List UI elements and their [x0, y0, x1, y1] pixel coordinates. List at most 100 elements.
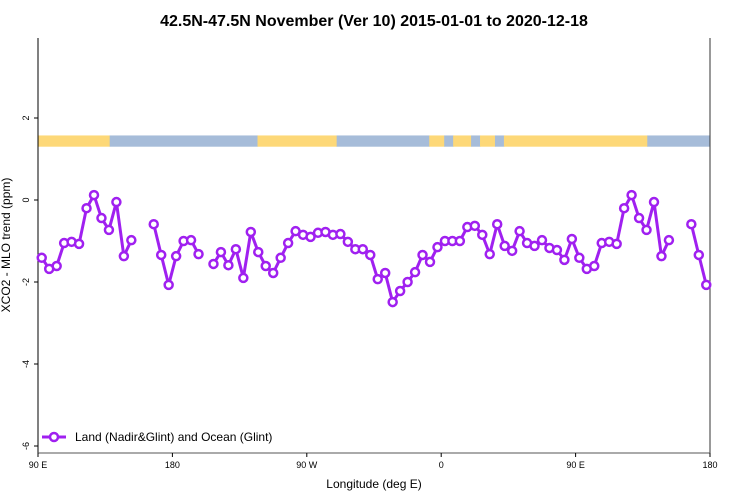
land-segment	[453, 135, 472, 147]
chart-title: 42.5N-47.5N November (Ver 10) 2015-01-01…	[160, 13, 588, 30]
data-point	[529, 240, 540, 252]
land-segment	[429, 135, 445, 147]
x-tick-label: 180	[165, 460, 180, 470]
data-point	[267, 267, 279, 279]
data-point	[648, 196, 660, 208]
data-point	[499, 240, 510, 252]
data-point	[88, 189, 100, 201]
data-point	[663, 234, 675, 246]
y-tick-label: -2	[21, 278, 31, 286]
data-point	[163, 279, 174, 291]
ocean-segment	[336, 135, 430, 147]
ocean-segment	[471, 135, 481, 147]
data-point	[424, 256, 436, 268]
land-segment	[480, 135, 496, 147]
y-tick-label: 2	[21, 115, 31, 120]
y-tick-label: -4	[21, 360, 31, 368]
data-point	[208, 258, 219, 270]
data-point	[357, 243, 369, 255]
data-point	[238, 272, 249, 284]
data-point	[305, 231, 316, 243]
data-point	[394, 285, 406, 297]
data-point	[693, 249, 705, 261]
y-tick-label: -6	[21, 442, 31, 450]
legend: Land (Nadir&Glint) and Ocean (Glint)	[42, 430, 272, 444]
ocean-segment	[647, 135, 711, 147]
data-point	[514, 225, 525, 237]
y-axis-label: XCO2 - MLO trend (ppm)	[0, 178, 13, 313]
data-point	[633, 212, 645, 224]
data-point	[185, 234, 197, 246]
x-tick-label: 90 W	[296, 460, 318, 470]
data-point	[656, 250, 667, 262]
data-point	[148, 218, 159, 230]
data-point	[477, 229, 488, 241]
data-point	[335, 228, 346, 240]
data-point	[81, 202, 92, 214]
data-point	[193, 248, 204, 260]
data-point	[342, 236, 354, 248]
data-point	[611, 238, 622, 250]
land-ocean-band	[38, 135, 711, 147]
data-point	[559, 254, 570, 266]
x-axis-label: Longitude (deg E)	[326, 477, 421, 491]
legend-label: Land (Nadir&Glint) and Ocean (Glint)	[75, 430, 272, 444]
data-point	[111, 196, 122, 208]
data-point	[379, 267, 391, 279]
data-point	[432, 241, 443, 253]
data-point	[253, 246, 264, 258]
data-point	[282, 237, 294, 249]
land-segment	[38, 135, 111, 147]
data-point	[589, 260, 600, 272]
data-point	[155, 249, 167, 261]
data-point	[260, 260, 271, 272]
ocean-segment	[444, 135, 454, 147]
land-segment	[257, 135, 338, 147]
data-point	[372, 273, 383, 285]
ocean-segment	[109, 135, 259, 147]
data-point	[215, 246, 227, 258]
data-point	[701, 279, 712, 291]
ocean-segment	[494, 135, 505, 147]
data-point	[103, 224, 115, 236]
data-point	[469, 220, 481, 232]
data-point	[73, 238, 85, 250]
data-point	[36, 252, 47, 264]
data-point	[574, 252, 585, 264]
data-point	[51, 260, 62, 272]
data-point	[230, 243, 242, 255]
legend-marker	[48, 431, 60, 443]
data-point	[551, 244, 563, 256]
data-point	[626, 189, 637, 201]
x-tick-label: 0	[439, 460, 444, 470]
data-point	[387, 296, 398, 308]
data-point	[566, 233, 578, 245]
data-point	[223, 259, 234, 271]
series-land-ocean	[36, 189, 712, 308]
x-tick-label: 180	[702, 460, 717, 470]
data-point	[96, 212, 107, 224]
data-point	[417, 249, 428, 261]
data-point	[506, 245, 518, 257]
data-point	[409, 266, 421, 278]
data-point	[275, 252, 286, 264]
data-point	[641, 224, 652, 236]
data-point	[686, 218, 697, 230]
data-point	[118, 250, 130, 262]
data-point	[170, 250, 182, 262]
data-point	[402, 276, 413, 288]
data-point	[245, 226, 257, 238]
axes: 90 E 180 90 W 0 90 E 180 2 0 -2 -4 -6	[21, 38, 718, 470]
x-tick-label: 90 E	[566, 460, 585, 470]
land-segment	[503, 135, 648, 147]
data-point	[484, 248, 495, 260]
data-point	[126, 234, 137, 246]
x-tick-label: 90 E	[29, 460, 48, 470]
data-point	[536, 234, 548, 246]
data-point	[454, 235, 466, 247]
data-point	[365, 249, 376, 261]
y-tick-label: 0	[21, 197, 31, 202]
data-point	[618, 202, 630, 214]
data-point	[491, 218, 503, 230]
